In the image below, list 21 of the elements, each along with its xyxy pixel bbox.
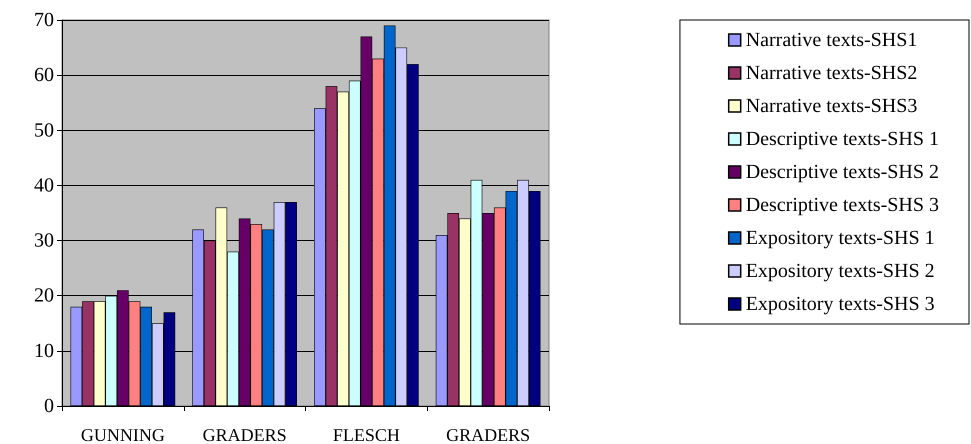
y-tick-label: 10 — [34, 340, 54, 362]
legend-label: Expository texts-SHS 2 — [746, 260, 935, 282]
x-tick-label: FLESCH — [332, 425, 400, 444]
y-tick-label: 30 — [34, 230, 54, 252]
legend-label: Descriptive texts-SHS 2 — [746, 161, 939, 183]
y-tick-label: 70 — [34, 9, 54, 31]
legend-label: Narrative texts-SHS1 — [746, 29, 918, 51]
y-tick-label: 0 — [44, 395, 54, 417]
x-tick-label: GRADERS — [446, 425, 530, 444]
legend-label: Narrative texts-SHS2 — [746, 62, 918, 84]
x-tick-label: GUNNING — [80, 425, 165, 444]
x-tick-label: GRADERS — [202, 425, 287, 444]
legend-label: Descriptive texts-SHS 1 — [746, 128, 939, 150]
y-tick-label: 40 — [34, 174, 54, 196]
legend-label: Narrative texts-SHS3 — [746, 95, 918, 117]
legend-label: Expository texts-SHS 3 — [746, 293, 935, 315]
y-tick-label: 20 — [34, 284, 54, 307]
legend-label: Expository texts-SHS 1 — [746, 227, 935, 249]
y-tick-label: 50 — [34, 119, 54, 142]
legend-label: Descriptive texts-SHS 3 — [746, 194, 939, 216]
y-tick-label: 60 — [34, 64, 54, 86]
